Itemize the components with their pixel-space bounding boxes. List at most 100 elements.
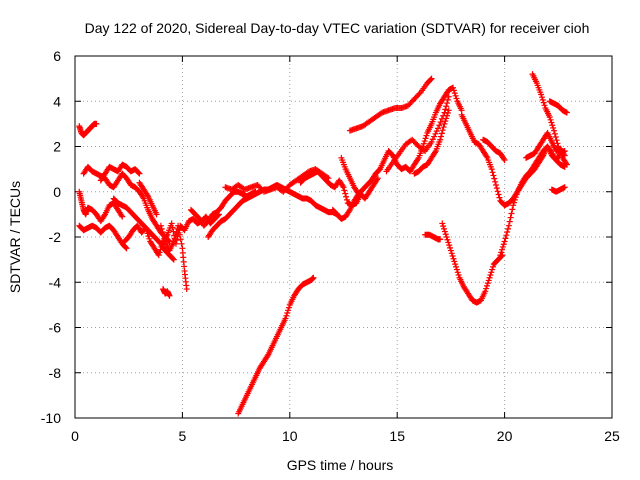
data-point	[414, 156, 421, 163]
x-axis-title: GPS time / hours	[287, 457, 394, 473]
data-point	[169, 224, 176, 231]
data-point	[505, 225, 512, 232]
data-point	[488, 269, 495, 276]
data-points	[76, 71, 570, 417]
series-arc-20	[411, 107, 452, 177]
data-point	[341, 187, 348, 194]
data-point	[183, 286, 190, 293]
chart-title: Day 122 of 2020, Sidereal Day-to-day VTE…	[85, 20, 590, 36]
y-tick-label: -6	[49, 320, 62, 336]
data-point	[454, 269, 461, 276]
data-point	[561, 152, 568, 159]
data-point	[488, 166, 495, 173]
data-point	[157, 222, 164, 229]
data-point	[169, 255, 176, 262]
data-point	[447, 247, 454, 254]
data-point	[539, 96, 546, 103]
data-point	[489, 169, 496, 176]
data-point	[445, 107, 452, 114]
series-arc-27	[546, 98, 570, 116]
y-tick-label: -8	[49, 365, 62, 381]
data-point	[156, 249, 163, 256]
data-point	[500, 155, 507, 162]
data-point	[444, 236, 451, 243]
data-point	[486, 274, 493, 281]
series-arc-24	[480, 136, 508, 164]
data-point	[439, 220, 446, 227]
data-point	[442, 231, 449, 238]
data-point	[157, 246, 164, 253]
data-point	[144, 230, 151, 237]
data-point	[421, 138, 428, 145]
y-tick-label: 0	[53, 184, 61, 200]
data-point	[497, 252, 504, 259]
data-point	[540, 99, 547, 106]
series-arc-1	[76, 120, 100, 139]
data-point	[550, 124, 557, 131]
data-point	[500, 241, 507, 248]
data-point	[452, 92, 459, 99]
data-point	[439, 127, 446, 134]
data-point	[509, 206, 516, 213]
data-point	[437, 236, 444, 243]
data-point	[93, 120, 100, 127]
data-point	[340, 184, 347, 191]
data-point	[422, 135, 429, 142]
data-point	[144, 191, 151, 198]
series-arc-14	[235, 274, 317, 417]
data-point	[446, 242, 453, 249]
data-point	[171, 235, 178, 242]
data-point	[560, 151, 567, 158]
y-tick-label: 4	[53, 93, 61, 109]
x-tick-label: 20	[497, 428, 513, 444]
data-point	[440, 124, 447, 131]
series-arc-28	[523, 129, 568, 161]
data-point	[541, 102, 548, 109]
data-point	[512, 194, 519, 201]
data-point	[490, 172, 497, 179]
data-point	[482, 288, 489, 295]
data-point	[175, 222, 182, 229]
data-point	[441, 225, 448, 232]
data-point	[442, 118, 449, 125]
data-point	[450, 87, 457, 94]
data-point	[546, 114, 553, 121]
data-point	[423, 132, 430, 139]
y-tick-label: 6	[53, 48, 61, 64]
data-point	[493, 185, 500, 192]
x-tick-label: 10	[282, 428, 298, 444]
data-point	[119, 213, 126, 220]
x-tick-labels: 0 5 10 15 20 25	[71, 428, 620, 444]
data-point	[432, 130, 439, 137]
data-point	[354, 189, 361, 196]
y-tick-label: -4	[49, 274, 62, 290]
series-arc-23	[458, 111, 568, 209]
data-point	[158, 243, 165, 250]
data-point	[451, 90, 458, 97]
data-point	[170, 238, 177, 245]
data-point	[155, 252, 162, 259]
data-point	[491, 175, 498, 182]
data-point	[453, 266, 460, 273]
data-point	[435, 125, 442, 132]
data-point	[551, 130, 558, 137]
data-point	[437, 136, 444, 143]
data-point	[498, 249, 505, 256]
data-point	[485, 277, 492, 284]
x-tick-label: 25	[604, 428, 620, 444]
data-point	[310, 274, 317, 281]
data-point	[160, 232, 167, 239]
series-arc-10	[160, 286, 173, 299]
data-point	[489, 266, 496, 273]
data-point	[510, 202, 517, 209]
grid-lines	[75, 56, 612, 418]
data-point	[511, 199, 518, 206]
series-arc-7	[136, 179, 160, 218]
data-point	[136, 170, 143, 177]
data-point	[444, 100, 451, 107]
data-point	[427, 76, 434, 83]
data-point	[158, 225, 165, 232]
data-point	[563, 161, 570, 168]
series-arc-29	[548, 184, 568, 195]
